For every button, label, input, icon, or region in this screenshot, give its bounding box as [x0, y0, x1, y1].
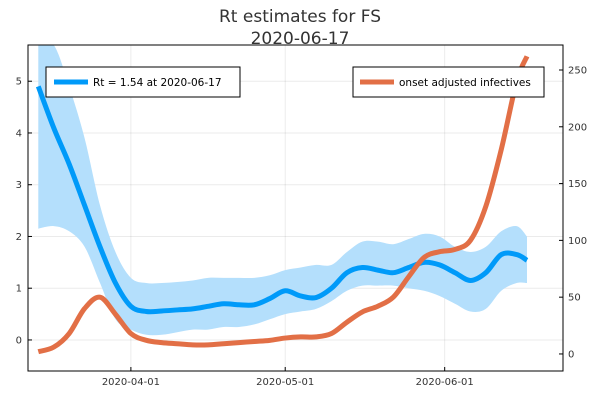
y-axis-left-ticks: 0 1 2 3 4 5 — [16, 77, 32, 346]
y-left-tick-label: 0 — [16, 335, 22, 346]
chart-title: Rt estimates for FS — [219, 7, 381, 27]
y-right-tick-label: 250 — [568, 65, 587, 76]
rt-band-area — [38, 45, 527, 336]
y-right-tick-label: 100 — [568, 236, 587, 247]
y-left-tick-label: 2 — [16, 232, 22, 243]
infectives-line — [37, 55, 530, 355]
legend-infectives-label: onset adjusted infectives — [399, 77, 531, 89]
y-axis-right-ticks: 0 50 100 150 200 250 — [559, 65, 587, 360]
y-left-tick-label: 1 — [16, 284, 22, 295]
rt-confidence-band — [38, 45, 527, 336]
chart-subtitle: 2020-06-17 — [251, 29, 350, 49]
series-lines — [35, 55, 530, 355]
y-left-tick-label: 5 — [16, 77, 22, 88]
y-left-tick-label: 3 — [16, 180, 22, 191]
rt-line — [35, 85, 529, 315]
x-tick-label: 2020-04-01 — [102, 377, 160, 388]
legend-rt: Rt = 1.54 at 2020-06-17 — [45, 66, 241, 98]
y-right-tick-label: 0 — [568, 349, 574, 360]
x-tick-label: 2020-06-01 — [416, 377, 474, 388]
legend-infectives: onset adjusted infectives — [352, 66, 545, 98]
legend-rt-label: Rt = 1.54 at 2020-06-17 — [93, 77, 222, 89]
x-axis-ticks: 2020-04-01 2020-05-01 2020-06-01 — [102, 367, 474, 388]
y-right-tick-label: 50 — [568, 293, 581, 304]
y-right-tick-label: 150 — [568, 179, 587, 190]
plot-frame — [27, 44, 564, 372]
y-right-tick-label: 200 — [568, 122, 587, 133]
x-tick-label: 2020-05-01 — [256, 377, 314, 388]
y-left-tick-label: 4 — [16, 128, 22, 139]
